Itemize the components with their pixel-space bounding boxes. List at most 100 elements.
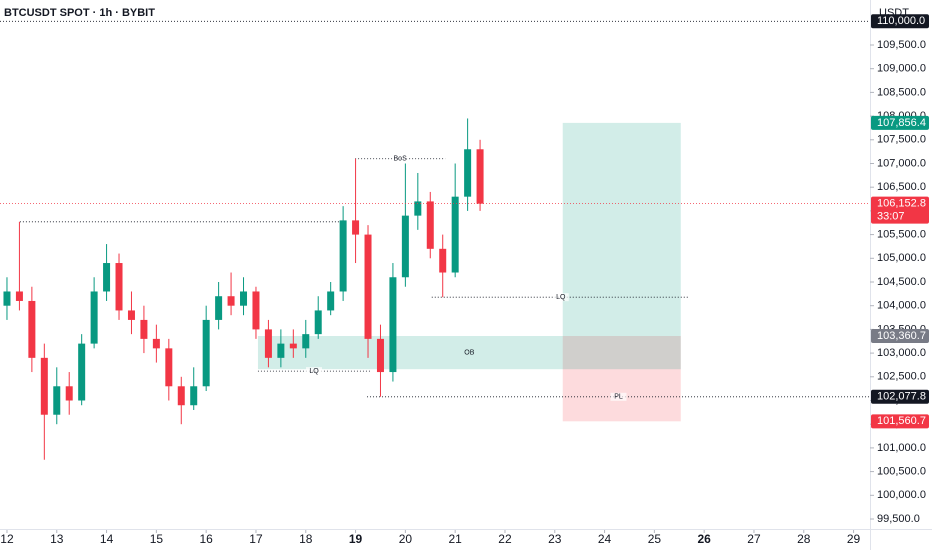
candle-body	[227, 296, 235, 306]
x-tick-label: 18	[299, 532, 313, 546]
price-label-box	[871, 196, 929, 224]
candle-body	[289, 343, 297, 349]
candle-body	[165, 348, 173, 387]
y-tick-label: 108,500.0	[877, 86, 926, 98]
candle-body	[127, 310, 135, 320]
y-tick-label: 99,500.0	[877, 513, 920, 525]
candle-body	[240, 291, 248, 306]
x-tick-label: 16	[199, 532, 213, 546]
candle-body	[451, 196, 459, 273]
candle-body	[215, 296, 223, 320]
y-tick-label: 105,000.0	[877, 252, 926, 264]
candle-body	[115, 263, 123, 311]
level-label-bg	[552, 293, 569, 302]
level-label-bg	[305, 367, 322, 376]
candle-body	[202, 319, 210, 387]
candle-body	[90, 291, 98, 344]
y-tick-label: 105,500.0	[877, 229, 926, 241]
candle-body	[28, 300, 36, 358]
x-tick-label: 13	[50, 532, 64, 546]
y-tick-label: 109,000.0	[877, 63, 926, 75]
x-tick-label: 15	[150, 532, 164, 546]
candle-body	[177, 386, 185, 406]
candle-body	[401, 215, 409, 278]
candle-body	[252, 291, 260, 330]
price-label-box	[871, 115, 929, 130]
level-label: BoS	[394, 156, 408, 163]
y-tick-label: 106,500.0	[877, 181, 926, 193]
level-label: LQ	[556, 294, 566, 301]
x-tick-label: 23	[548, 532, 562, 546]
level-label-bg	[392, 154, 409, 163]
x-tick-label: 22	[498, 532, 512, 546]
y-tick-label: 107,500.0	[877, 134, 926, 146]
y-tick-label: 107,000.0	[877, 157, 926, 169]
candle-body	[389, 277, 397, 373]
price-label-box	[871, 329, 929, 344]
candle-body	[314, 310, 322, 335]
candle-body	[3, 291, 11, 306]
x-tick-label: 29	[847, 532, 861, 546]
x-tick-label: 24	[598, 532, 612, 546]
x-tick-label: 27	[747, 532, 761, 546]
candle-body	[376, 338, 384, 373]
x-tick-label: 26	[697, 532, 711, 546]
chart-title: BTCUSDT SPOT · 1h · BYBIT	[4, 7, 155, 19]
y-tick-label: 102,500.0	[877, 371, 926, 383]
price-label: 101,560.7	[877, 415, 926, 427]
candle-body	[40, 357, 48, 415]
candle-body	[277, 343, 285, 358]
price-countdown: 33:07	[877, 211, 905, 223]
y-tick-label: 100,500.0	[877, 466, 926, 478]
x-tick-label: 19	[349, 532, 363, 546]
y-tick-label: 100,000.0	[877, 489, 926, 501]
zone-label: OB	[464, 349, 474, 356]
price-label-box	[871, 14, 929, 29]
y-tick-label: 109,500.0	[877, 39, 926, 51]
candle-body	[152, 338, 160, 349]
candle-body	[327, 291, 335, 311]
price-label-box	[871, 389, 929, 404]
order-block	[257, 336, 681, 370]
candle-body	[414, 201, 422, 216]
candle-body	[426, 201, 434, 249]
candle-body	[103, 263, 111, 292]
candle-body	[352, 220, 360, 235]
position-profit	[562, 122, 681, 337]
price-label-box	[871, 414, 929, 429]
price-label: 107,856.4	[877, 117, 926, 129]
x-tick-label: 21	[448, 532, 462, 546]
x-tick-label: 17	[249, 532, 263, 546]
candle-body	[439, 248, 447, 273]
candle-body	[53, 386, 61, 415]
candle-body	[302, 334, 310, 349]
candle-body	[476, 149, 484, 204]
position-loss	[562, 336, 681, 422]
candle-body	[190, 386, 198, 406]
level-label-bg	[610, 392, 627, 401]
y-tick-label: 104,000.0	[877, 300, 926, 312]
candle-body	[264, 329, 272, 358]
candle-body	[364, 234, 372, 339]
level-label: PL	[614, 394, 623, 401]
x-tick-label: 20	[399, 532, 413, 546]
level-label: LQ	[309, 368, 319, 375]
x-tick-label: 12	[0, 532, 14, 546]
price-label: 102,077.8	[877, 391, 926, 403]
x-tick-label: 25	[648, 532, 662, 546]
y-tick-label: 104,500.0	[877, 276, 926, 288]
candle-body	[15, 291, 23, 301]
candle-body	[140, 319, 148, 339]
y-tick-label: 101,000.0	[877, 442, 926, 454]
price-label: 103,360.7	[877, 330, 926, 342]
x-tick-label: 14	[100, 532, 114, 546]
candle-body	[464, 149, 472, 197]
x-tick-label: 28	[797, 532, 811, 546]
y-tick-label: 103,000.0	[877, 347, 926, 359]
candle-body	[65, 386, 73, 401]
candle-body	[78, 343, 86, 401]
price-label: 106,152.8	[877, 198, 926, 210]
candle-body	[339, 220, 347, 292]
